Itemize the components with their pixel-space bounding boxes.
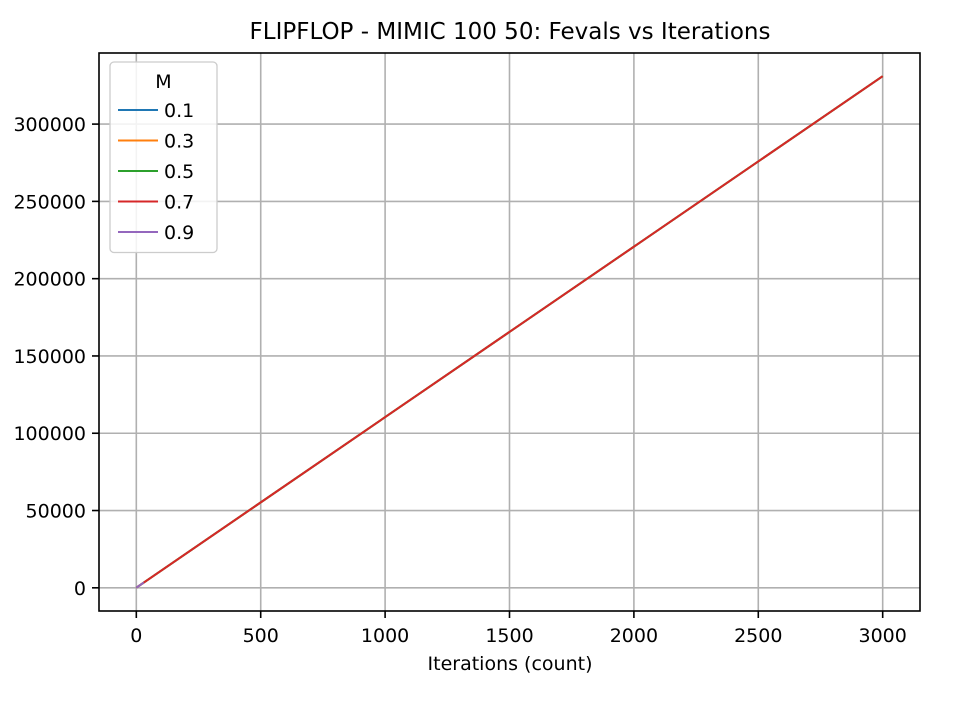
x-tick-label: 500 bbox=[243, 625, 279, 647]
legend-entry-label: 0.5 bbox=[164, 161, 194, 183]
y-tick-label: 300000 bbox=[13, 114, 86, 136]
y-tick-label: 50000 bbox=[26, 501, 86, 523]
legend-entry-label: 0.1 bbox=[164, 100, 194, 122]
grid-lines bbox=[99, 53, 920, 611]
series-line-0-7 bbox=[135, 75, 884, 589]
x-axis-label: Iterations (count) bbox=[428, 653, 593, 675]
legend-entry-label: 0.3 bbox=[164, 131, 194, 153]
x-tick-label: 1000 bbox=[361, 625, 409, 647]
chart-title: FLIPFLOP - MIMIC 100 50: Fevals vs Itera… bbox=[250, 19, 771, 45]
x-tick-label: 3000 bbox=[859, 625, 907, 647]
y-tick-label: 0 bbox=[74, 578, 86, 600]
x-axis-ticks: 0 500 1000 1500 2000 2500 3000 bbox=[130, 611, 907, 647]
legend: M 0.1 0.3 0.5 0.7 0.9 bbox=[109, 61, 218, 254]
series-line-0-9 bbox=[135, 581, 145, 589]
series-lines bbox=[135, 75, 884, 589]
y-tick-label: 100000 bbox=[13, 423, 86, 445]
x-tick-label: 0 bbox=[130, 625, 142, 647]
x-tick-label: 2500 bbox=[734, 625, 782, 647]
y-tick-label: 150000 bbox=[13, 346, 86, 368]
x-tick-label: 2000 bbox=[610, 625, 658, 647]
y-axis-ticks: 0 50000 100000 150000 200000 250000 300000 bbox=[13, 114, 99, 600]
y-tick-label: 250000 bbox=[13, 191, 86, 213]
legend-entry-label: 0.9 bbox=[164, 222, 194, 244]
x-tick-label: 1500 bbox=[485, 625, 533, 647]
y-tick-label: 200000 bbox=[13, 269, 86, 291]
legend-entry-label: 0.7 bbox=[164, 192, 194, 214]
legend-title: M bbox=[155, 71, 171, 93]
